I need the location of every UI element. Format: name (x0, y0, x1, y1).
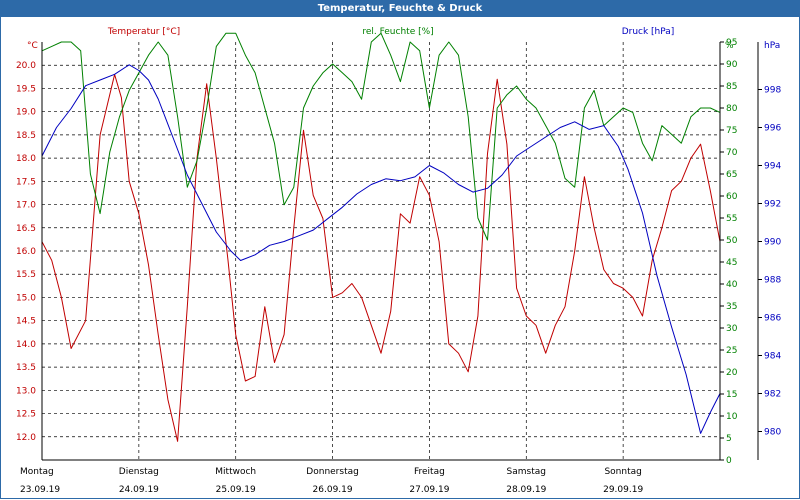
x-tick-date: 26.09.19 (313, 485, 353, 495)
left-tick-label: 19.0 (16, 108, 36, 118)
x-tick-date: 27.09.19 (409, 485, 449, 495)
middle-axis-title: rel. Feuchte [%] (362, 27, 433, 37)
middle-tick-label: 80 (726, 104, 738, 114)
middle-tick-label: 90 (726, 60, 738, 70)
left-tick-label: 17.5 (16, 177, 36, 187)
left-tick-label: 15.0 (16, 293, 36, 303)
middle-tick-label: 45 (726, 258, 737, 268)
left-axis-title: Temperatur [°C] (107, 27, 180, 37)
x-tick-day: Freitag (414, 467, 445, 477)
middle-tick-label: 40 (726, 280, 738, 290)
middle-tick-label: 30 (726, 324, 738, 334)
middle-tick-label: 65 (726, 170, 737, 180)
middle-tick-label: 0 (726, 456, 732, 466)
right-tick-label: 996 (764, 124, 781, 134)
window-title: Temperatur, Feuchte & Druck (0, 0, 800, 17)
left-tick-label: 12.0 (16, 433, 36, 443)
middle-tick-label: 10 (726, 412, 738, 422)
tick-labels: 20.0 19.5 19.0 18.5 18.0 17.5 17.0 16.5 16.0 15.5… (16, 38, 781, 495)
left-tick-label: 14.5 (16, 317, 36, 327)
temperature-line (41, 74, 721, 442)
middle-tick-label: 20 (726, 368, 738, 378)
left-tick-label: 18.5 (16, 131, 36, 141)
left-tick-label: 16.5 (16, 224, 36, 234)
right-tick-label: 984 (764, 352, 781, 362)
x-tick-day: Dienstag (119, 467, 159, 477)
right-tick-label: 988 (764, 276, 781, 286)
right-tick-label: 992 (764, 200, 781, 210)
right-tick-label: 994 (764, 162, 781, 172)
humidity-line (41, 32, 721, 241)
middle-tick-label: 85 (726, 82, 737, 92)
middle-tick-label: 25 (726, 346, 737, 356)
left-tick-label: 12.5 (16, 410, 36, 420)
x-tick-date: 29.09.19 (603, 485, 643, 495)
series-lines (41, 32, 721, 442)
x-tick-date: 24.09.19 (119, 485, 159, 495)
axis-titles: Temperatur [°C] rel. Feuchte [%] Druck [… (27, 27, 780, 51)
left-tick-label: 16.0 (16, 247, 36, 257)
x-tick-day: Montag (20, 467, 54, 477)
left-tick-label: 14.0 (16, 340, 36, 350)
right-tick-label: 982 (764, 390, 781, 400)
middle-tick-label: 55 (726, 214, 737, 224)
left-axis-unit: °C (27, 41, 38, 51)
x-tick-day: Sonntag (604, 467, 641, 477)
middle-tick-label: 5 (726, 434, 732, 444)
middle-tick-label: 35 (726, 302, 737, 312)
middle-tick-label: 95 (726, 38, 737, 48)
grid (42, 42, 720, 460)
right-axis-title: Druck [hPa] (622, 27, 675, 37)
pressure-line (41, 64, 721, 434)
left-tick-label: 13.5 (16, 363, 36, 373)
right-tick-label: 980 (764, 428, 781, 438)
x-tick-date: 23.09.19 (20, 485, 60, 495)
right-tick-label: 986 (764, 314, 781, 324)
x-tick-day: Mittwoch (215, 467, 256, 477)
middle-tick-label: 50 (726, 236, 738, 246)
right-tick-label: 998 (764, 86, 781, 96)
axes (41, 41, 762, 461)
x-tick-date: 25.09.19 (216, 485, 256, 495)
left-tick-label: 20.0 (16, 61, 36, 71)
x-tick-day: Samstag (507, 467, 546, 477)
left-tick-label: 18.0 (16, 154, 36, 164)
middle-axis-unit: % (725, 41, 734, 51)
left-tick-label: 13.0 (16, 386, 36, 396)
left-tick-label: 19.5 (16, 84, 36, 94)
x-tick-day: Donnerstag (306, 467, 359, 477)
x-tick-date: 28.09.19 (506, 485, 546, 495)
right-tick-label: 990 (764, 238, 781, 248)
left-tick-label: 15.5 (16, 270, 36, 280)
middle-tick-label: 15 (726, 390, 737, 400)
middle-tick-label: 60 (726, 192, 738, 202)
right-axis-unit: hPa (764, 41, 780, 51)
middle-tick-label: 70 (726, 148, 738, 158)
left-tick-label: 17.0 (16, 201, 36, 211)
middle-tick-label: 75 (726, 126, 737, 136)
